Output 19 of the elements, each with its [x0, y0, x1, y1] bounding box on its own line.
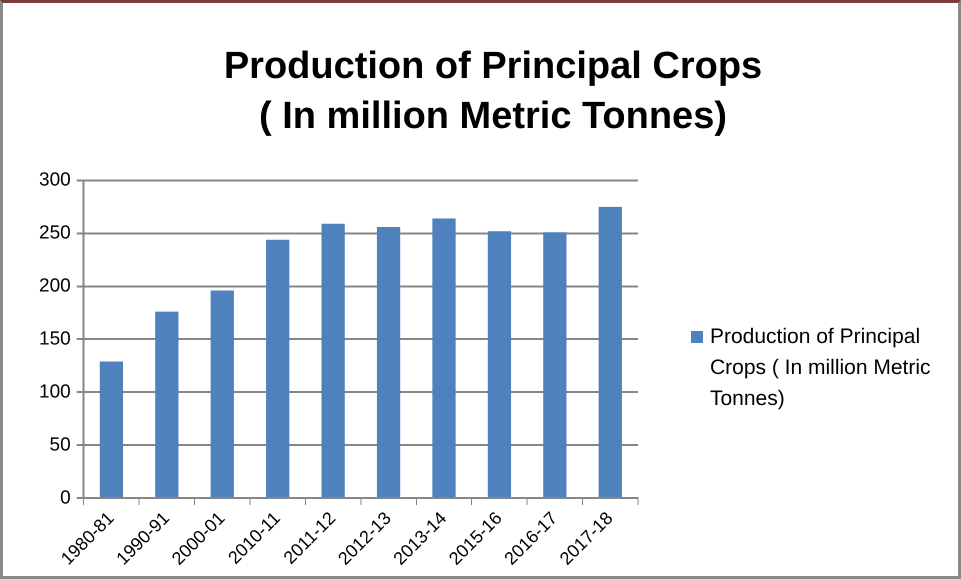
bar [155, 312, 178, 498]
bar [321, 224, 345, 498]
bar [100, 361, 124, 498]
y-tick-label: 300 [39, 170, 71, 191]
y-tick-label: 100 [39, 381, 71, 402]
bar [543, 232, 566, 498]
bar [266, 240, 290, 498]
y-tick-label: 250 [39, 222, 71, 244]
bar [432, 218, 456, 498]
bar [598, 206, 622, 498]
bar [376, 226, 400, 498]
y-tick-label: 200 [39, 276, 71, 297]
bar [488, 231, 512, 498]
legend-label: Production of Principal Crops ( In million Metric Tonnes) [710, 324, 932, 412]
y-tick-label: 150 [39, 328, 71, 350]
bar [210, 290, 234, 498]
y-tick-label: 50 [50, 434, 71, 456]
chart-title: Production of Principal Crops ( In million Metric Tonnes) [222, 44, 764, 139]
y-tick-label: 0 [60, 487, 71, 508]
